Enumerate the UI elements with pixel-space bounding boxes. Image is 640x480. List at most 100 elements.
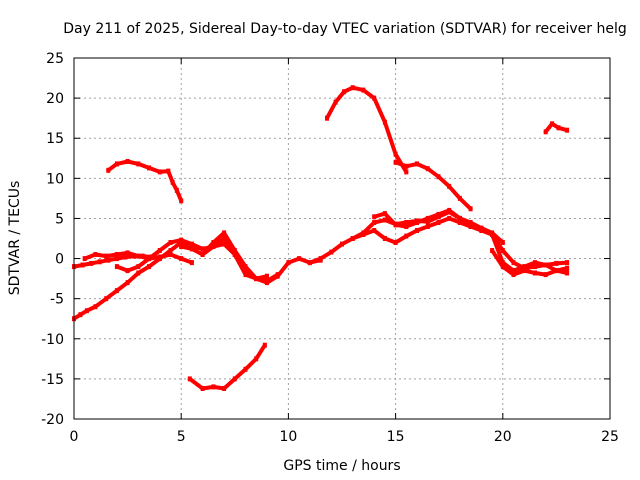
data-point [136, 270, 141, 276]
series-arc-10 [393, 159, 473, 212]
data-point [200, 386, 205, 391]
data-point [533, 264, 537, 270]
data-point [556, 125, 561, 131]
data-point [393, 240, 398, 245]
x-tick-label: 0 [70, 429, 79, 445]
data-point [189, 260, 194, 266]
data-point [222, 241, 227, 247]
y-tick-label: 5 [55, 211, 64, 227]
data-point [500, 240, 505, 245]
data-point [425, 215, 430, 221]
data-point [114, 288, 119, 294]
data-point [174, 187, 179, 193]
data-point [232, 252, 237, 257]
y-tick-label: -5 [50, 292, 64, 308]
data-point [468, 222, 473, 228]
x-tick-label: 20 [494, 429, 512, 445]
data-point [262, 342, 267, 348]
data-point [286, 260, 291, 266]
data-point [318, 256, 323, 262]
y-tick-label: 20 [46, 91, 64, 107]
data-point [243, 264, 248, 270]
data-point [325, 115, 329, 121]
data-point [500, 264, 505, 270]
series-arc-9 [325, 85, 409, 175]
data-point [565, 260, 570, 266]
data-point [404, 220, 409, 225]
data-point [297, 256, 302, 262]
data-point [147, 165, 151, 171]
data-point [114, 252, 119, 257]
data-point [93, 304, 98, 310]
data-point [415, 220, 419, 225]
data-point [189, 241, 194, 247]
data-point [157, 169, 162, 175]
data-point [168, 240, 173, 245]
data-point [179, 198, 184, 204]
data-point [550, 121, 555, 127]
data-point [543, 129, 548, 135]
grid [74, 58, 610, 419]
y-tick-label: 25 [46, 51, 64, 67]
series-trace [372, 208, 570, 273]
data-point [382, 236, 387, 241]
series-arc-12 [350, 215, 570, 276]
series-arc-6 [200, 236, 269, 282]
data-point [425, 219, 430, 225]
data-point [200, 246, 205, 252]
data-point [372, 220, 377, 225]
data-point [372, 214, 377, 220]
data-point [125, 250, 130, 256]
data-point [179, 237, 184, 243]
data-point [254, 276, 259, 282]
data-point [382, 217, 387, 223]
data-point [447, 215, 452, 221]
series-arc-7 [106, 159, 184, 204]
data-point [522, 268, 527, 274]
data-point [80, 262, 85, 268]
data-point [179, 256, 184, 262]
data-point [565, 270, 570, 276]
data-point [136, 264, 141, 270]
data-point [511, 260, 516, 266]
data-point [350, 236, 355, 241]
data-point [468, 206, 473, 212]
data-point [415, 228, 419, 233]
data-point [179, 244, 184, 249]
data-point [490, 248, 495, 253]
data-point [222, 230, 227, 236]
data-point [84, 308, 89, 314]
data-point [404, 163, 409, 169]
data-point [147, 256, 151, 262]
data-point [447, 207, 452, 213]
data-point [372, 228, 377, 233]
data-point [350, 85, 355, 91]
series-arc-8 [187, 342, 267, 391]
data-point [511, 268, 516, 274]
data-point [404, 233, 409, 239]
data-point [457, 195, 462, 201]
data-point [78, 312, 83, 318]
data-point [170, 179, 175, 185]
data-point [166, 168, 171, 174]
data-point [125, 268, 130, 274]
series-trace [187, 343, 267, 391]
data-point [125, 159, 130, 164]
ticks: 0 5 10 15 20 25 -20 -15 -10 -5 0 5 10 15 20 25 [41, 51, 619, 445]
x-tick-label: 10 [279, 429, 297, 445]
data-point [222, 386, 227, 391]
y-tick-label: -20 [41, 412, 64, 428]
data-point [123, 254, 128, 260]
data-point [342, 89, 347, 95]
data-point [211, 244, 216, 249]
data-point [393, 159, 398, 165]
data-point [457, 215, 462, 221]
y-axis-label: SDTVAR / TECUs [7, 181, 23, 296]
data-point [500, 260, 505, 266]
x-tick-label: 25 [601, 429, 619, 445]
data-point [211, 240, 216, 245]
data-point [479, 227, 484, 233]
data-point [415, 161, 419, 167]
y-tick-label: -10 [41, 332, 64, 348]
